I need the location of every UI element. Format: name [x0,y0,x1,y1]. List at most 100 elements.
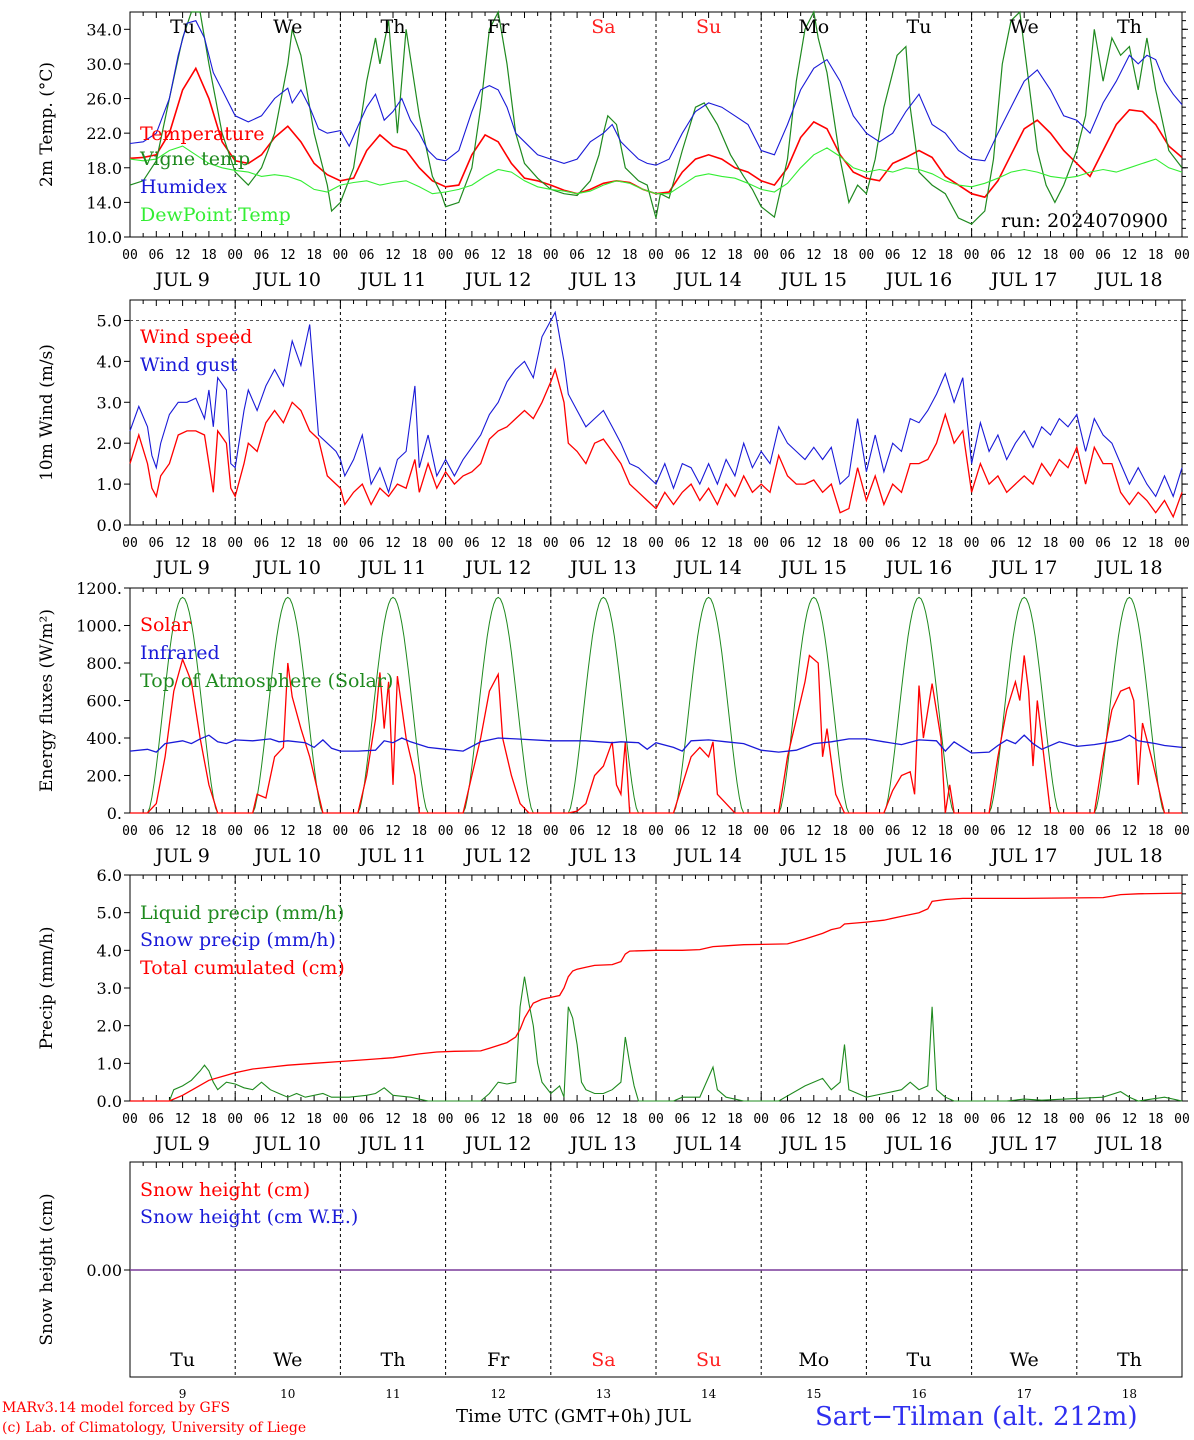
legend-entry: Total cumulated (cm) [140,957,345,979]
hour-tick-label: 06 [359,824,375,839]
series-line-total-cumulated-cm- [130,892,1183,1102]
hour-tick-label: 00 [227,248,243,263]
date-label: JUL 13 [568,269,636,291]
hour-tick-label: 12 [701,824,717,839]
hour-tick-label: 00 [1174,1112,1190,1127]
hour-tick-label: 18 [306,536,322,551]
date-label: JUL 12 [463,557,531,579]
date-label: JUL 18 [1094,845,1162,867]
hour-tick-label: 00 [333,536,349,551]
day-number: 12 [491,1387,506,1401]
hour-tick-label: 18 [201,1112,217,1127]
date-label: JUL 18 [1094,557,1162,579]
hour-tick-label: 00 [438,824,454,839]
series-line-liquid-precip-mm-h- [130,976,1183,1102]
hour-tick-label: 12 [1016,824,1032,839]
hour-tick-label: 12 [280,1112,296,1127]
hour-tick-label: 12 [806,536,822,551]
legend-entry: Temperature [140,123,264,145]
hour-tick-label: 06 [569,536,585,551]
hour-tick-label: 12 [175,1112,191,1127]
hour-tick-label: 18 [517,248,533,263]
date-label: JUL 17 [989,557,1057,579]
hour-tick-label: 00 [1069,536,1085,551]
hour-tick-label: 12 [1122,1112,1138,1127]
hour-tick-label: 00 [543,536,559,551]
y-tick-label: 6.0 [97,866,122,885]
day-name-bottom: Th [1117,1349,1142,1371]
y-axis-title: 10m Wind (m/s) [37,344,57,481]
hour-tick-label: 06 [148,536,164,551]
hour-tick-label: 18 [517,1112,533,1127]
hour-tick-label: 06 [1095,824,1111,839]
hour-tick-label: 06 [885,1112,901,1127]
hour-tick-label: 00 [1069,1112,1085,1127]
hour-tick-label: 18 [201,536,217,551]
day-name-top: Tu [170,16,195,38]
day-name-bottom: We [1010,1349,1039,1371]
legend-entry: Wind gust [140,354,238,376]
hour-tick-label: 06 [885,248,901,263]
day-name-bottom: Sa [591,1349,615,1371]
day-number: 10 [280,1387,295,1401]
hour-tick-label: 18 [832,248,848,263]
hour-tick-label: 18 [727,536,743,551]
hour-tick-label: 18 [1043,248,1059,263]
hour-tick-label: 12 [1016,1112,1032,1127]
hour-tick-label: 00 [1174,536,1190,551]
hour-tick-label: 06 [1095,536,1111,551]
hour-tick-label: 00 [122,248,138,263]
y-tick-label: 26.0 [86,90,122,109]
hour-tick-label: 12 [596,536,612,551]
series-line-wind-gust [129,310,1183,499]
date-label: JUL 15 [779,557,847,579]
hour-tick-label: 06 [674,1112,690,1127]
hour-tick-label: 00 [964,536,980,551]
day-number: 17 [1017,1387,1032,1401]
hour-tick-label: 18 [727,824,743,839]
y-tick-label: 2.0 [97,1017,122,1036]
hour-tick-label: 06 [1095,248,1111,263]
hour-tick-label: 12 [806,248,822,263]
hour-tick-label: 18 [1043,824,1059,839]
date-label: JUL 12 [463,269,531,291]
hour-tick-label: 12 [385,1112,401,1127]
hour-tick-label: 06 [674,824,690,839]
hour-tick-label: 18 [1043,1112,1059,1127]
hour-tick-label: 06 [885,536,901,551]
hour-tick-label: 06 [254,824,270,839]
hour-tick-label: 06 [780,248,796,263]
date-label: JUL 11 [358,557,426,579]
hour-tick-label: 00 [227,536,243,551]
date-label: JUL 11 [358,845,426,867]
day-name-top: Tu [907,16,932,38]
day-name-bottom: Tu [170,1349,195,1371]
day-name-top: Mo [798,16,829,38]
y-tick-label: 3.0 [97,979,122,998]
date-label: JUL 16 [884,557,952,579]
hour-tick-label: 12 [175,248,191,263]
date-label: JUL 14 [673,1133,741,1155]
hour-tick-label: 00 [1174,824,1190,839]
hour-tick-label: 06 [464,824,480,839]
hour-tick-label: 12 [911,536,927,551]
y-tick-label: 0. [107,804,122,823]
hour-tick-label: 00 [964,248,980,263]
hour-tick-label: 12 [911,1112,927,1127]
y-tick-label: 200. [86,767,122,786]
hour-tick-label: 00 [438,1112,454,1127]
date-label: JUL 17 [989,845,1057,867]
hour-tick-label: 18 [201,248,217,263]
hour-tick-label: 12 [385,824,401,839]
model-credit: MARv3.14 model forced by GFS [2,1400,231,1416]
legend-entry: Snow height (cm W.E.) [140,1206,358,1228]
day-name-top: We [273,16,302,38]
y-tick-label: 1.0 [97,1054,122,1073]
hour-tick-label: 12 [806,1112,822,1127]
legend-entry: DewPoint Temp [140,204,291,226]
day-name-top: Th [381,16,406,38]
date-label: JUL 16 [884,269,952,291]
lab-credit: (c) Lab. of Climatology, University of L… [2,1420,307,1436]
day-number: 15 [806,1387,821,1401]
legend-entry: Liquid precip (mm/h) [140,902,344,924]
